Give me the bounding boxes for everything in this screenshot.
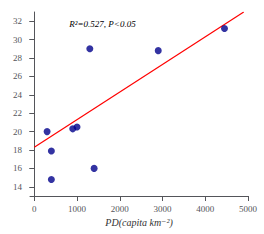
svg-text:0: 0: [32, 204, 37, 214]
svg-text:24: 24: [13, 90, 23, 100]
svg-text:16: 16: [13, 163, 23, 173]
svg-text:R²=0.527, P<0.05: R²=0.527, P<0.05: [68, 19, 136, 29]
svg-text:32: 32: [13, 16, 22, 26]
svg-text:22: 22: [13, 108, 22, 118]
svg-text:2000: 2000: [111, 204, 130, 214]
svg-text:4000: 4000: [196, 204, 215, 214]
svg-text:30: 30: [13, 35, 23, 45]
svg-text:20: 20: [13, 127, 23, 137]
svg-text:1000: 1000: [68, 204, 87, 214]
svg-text:18: 18: [13, 145, 23, 155]
svg-text:5000: 5000: [239, 204, 258, 214]
svg-text:28: 28: [13, 53, 23, 63]
svg-text:14: 14: [13, 182, 23, 192]
svg-text:PD(capita km⁻²): PD(capita km⁻²): [104, 217, 173, 229]
svg-text:3000: 3000: [154, 204, 173, 214]
svg-text:26: 26: [13, 71, 23, 81]
